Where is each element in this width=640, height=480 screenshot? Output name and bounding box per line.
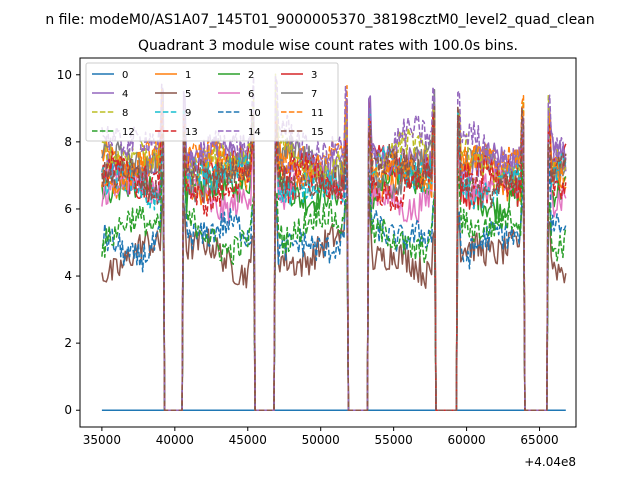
plot-lines: [101, 73, 567, 411]
series-line-15: [101, 105, 567, 411]
chart-title: Quadrant 3 module wise count rates with …: [138, 38, 518, 54]
legend-label: 12: [122, 127, 135, 138]
x-tick-label: 50000: [302, 433, 340, 447]
legend-label: 11: [311, 108, 324, 119]
legend-frame: [85, 62, 339, 142]
y-tick-label: 4: [64, 269, 72, 283]
legend-label: 14: [248, 127, 261, 138]
x-tick-label: 55000: [375, 433, 413, 447]
series-line-13: [101, 112, 567, 411]
y-tick-label: 8: [64, 135, 72, 149]
legend-label: 15: [311, 127, 324, 138]
legend-label: 10: [248, 108, 261, 119]
legend-label: 5: [185, 89, 191, 100]
figure-suptitle: n file: modeM0/AS1A07_145T01_9000005370_…: [45, 12, 594, 28]
legend-label: 6: [248, 89, 254, 100]
legend-label: 4: [122, 89, 128, 100]
x-axis: 35000 40000 45000 50000 55000 60000 65000: [83, 427, 559, 447]
y-tick-label: 10: [57, 68, 72, 82]
legend-label: 1: [185, 70, 191, 81]
x-tick-label: 65000: [520, 433, 558, 447]
x-tick-label: 40000: [156, 433, 194, 447]
x-offset-label: +4.04e8: [524, 455, 576, 469]
legend-label: 7: [311, 89, 317, 100]
plot-frame: [79, 57, 577, 428]
legend-label: 2: [248, 70, 254, 81]
y-tick-label: 6: [64, 202, 72, 216]
x-tick-label: 35000: [83, 433, 121, 447]
y-tick-label: 0: [64, 403, 72, 417]
x-tick-label: 45000: [229, 433, 267, 447]
legend-label: 9: [185, 108, 191, 119]
legend-label: 0: [122, 70, 128, 81]
legend-label: 3: [311, 70, 317, 81]
y-axis: 0 2 4 6 8 10: [57, 68, 80, 417]
legend-label: 8: [122, 108, 128, 119]
x-tick-label: 60000: [447, 433, 485, 447]
legend-label: 13: [185, 127, 198, 138]
y-tick-label: 2: [64, 336, 72, 350]
